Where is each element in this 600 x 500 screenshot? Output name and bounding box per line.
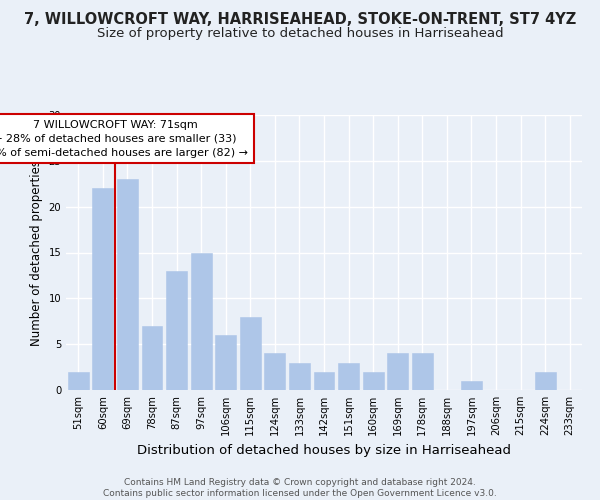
Bar xyxy=(215,335,236,390)
Bar xyxy=(92,188,113,390)
X-axis label: Distribution of detached houses by size in Harriseahead: Distribution of detached houses by size … xyxy=(137,444,511,456)
Y-axis label: Number of detached properties: Number of detached properties xyxy=(30,160,43,346)
Text: Size of property relative to detached houses in Harriseahead: Size of property relative to detached ho… xyxy=(97,28,503,40)
Bar xyxy=(142,326,163,390)
Bar xyxy=(461,381,482,390)
Text: Contains HM Land Registry data © Crown copyright and database right 2024.
Contai: Contains HM Land Registry data © Crown c… xyxy=(103,478,497,498)
Bar xyxy=(314,372,334,390)
Bar xyxy=(68,372,89,390)
Bar xyxy=(240,316,261,390)
Bar xyxy=(265,354,286,390)
Text: 7 WILLOWCROFT WAY: 71sqm
← 28% of detached houses are smaller (33)
68% of semi-d: 7 WILLOWCROFT WAY: 71sqm ← 28% of detach… xyxy=(0,120,248,158)
Bar xyxy=(387,354,408,390)
Bar xyxy=(412,354,433,390)
Bar xyxy=(166,271,187,390)
Bar xyxy=(289,362,310,390)
Text: 7, WILLOWCROFT WAY, HARRISEAHEAD, STOKE-ON-TRENT, ST7 4YZ: 7, WILLOWCROFT WAY, HARRISEAHEAD, STOKE-… xyxy=(24,12,576,28)
Bar xyxy=(117,179,138,390)
Bar xyxy=(191,252,212,390)
Bar xyxy=(535,372,556,390)
Bar xyxy=(338,362,359,390)
Bar xyxy=(362,372,383,390)
